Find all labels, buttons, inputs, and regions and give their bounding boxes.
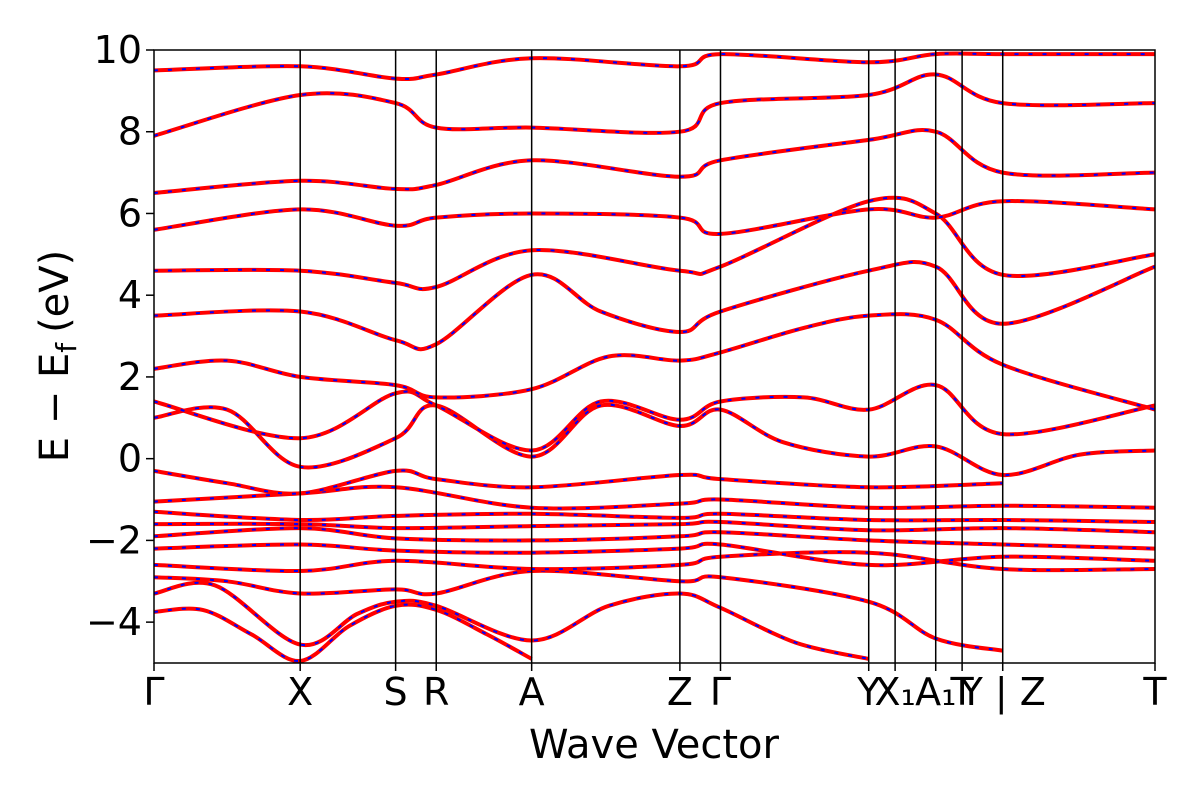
x-tick-label: Y: [856, 670, 881, 714]
band-line-16: [154, 128, 1155, 195]
x-tick-label: Z: [667, 670, 693, 714]
band-line-17: [154, 72, 1155, 138]
x-tick-label: Y | Z: [959, 670, 1046, 715]
x-tick-label: X₁: [874, 670, 915, 714]
plot-frame: [153, 49, 1156, 664]
y-tick-label: 2: [118, 355, 142, 399]
band-line-overlay-16: [154, 129, 1155, 194]
high-symmetry-lines: [299, 50, 1004, 663]
band-line-overlay-17: [154, 73, 1155, 137]
band-line-overlay-11: [154, 383, 1155, 452]
y-axis-label-main: E − E: [32, 353, 78, 463]
x-tick-label: Γ: [710, 670, 731, 714]
band-line-13: [154, 260, 1155, 352]
band-line-18: [154, 51, 1155, 82]
y-axis-ticks: −4 −2 0 2 4 6 8 10: [86, 28, 154, 644]
y-tick-label: 4: [118, 273, 142, 317]
x-tick-label: A₁: [915, 670, 956, 714]
y-tick-label: −4: [86, 600, 142, 644]
band-line-7: [154, 509, 1155, 524]
y-tick-label: 0: [118, 437, 142, 481]
x-tick-label: X: [287, 670, 313, 714]
band-line-overlay-0: [154, 603, 533, 663]
band-line-15: [154, 199, 1155, 236]
y-axis-label: E − Ef (eV): [32, 250, 83, 463]
band-lines: [154, 51, 1155, 663]
band-line-9: [154, 468, 1003, 496]
band-line-4: [154, 541, 1155, 568]
x-tick-label: A: [519, 670, 545, 714]
y-tick-label: 10: [94, 28, 142, 72]
y-axis-label-unit: (eV): [32, 250, 78, 333]
x-tick-label: T: [950, 670, 975, 714]
y-tick-label: −2: [86, 518, 142, 562]
x-tick-label: T: [1142, 670, 1167, 714]
x-axis-label: Wave Vector: [529, 722, 780, 768]
y-tick-label: 6: [118, 191, 142, 235]
y-axis-label-sub: f: [50, 342, 83, 353]
x-tick-label: S: [384, 670, 408, 714]
band-line-8: [154, 484, 1155, 511]
x-tick-label: R: [423, 670, 449, 714]
y-tick-label: 8: [118, 110, 142, 154]
band-line-12: [154, 312, 1155, 412]
band-line-overlay-9: [154, 469, 1003, 495]
band-line-overlay-2: [154, 569, 1003, 652]
band-line-2: [154, 568, 1004, 653]
band-line-overlay-4: [154, 542, 1155, 567]
band-line-1: [154, 580, 870, 661]
band-line-overlay-18: [154, 52, 1155, 81]
band-line-10: [154, 402, 1155, 478]
x-tick-label: Γ: [143, 670, 164, 714]
